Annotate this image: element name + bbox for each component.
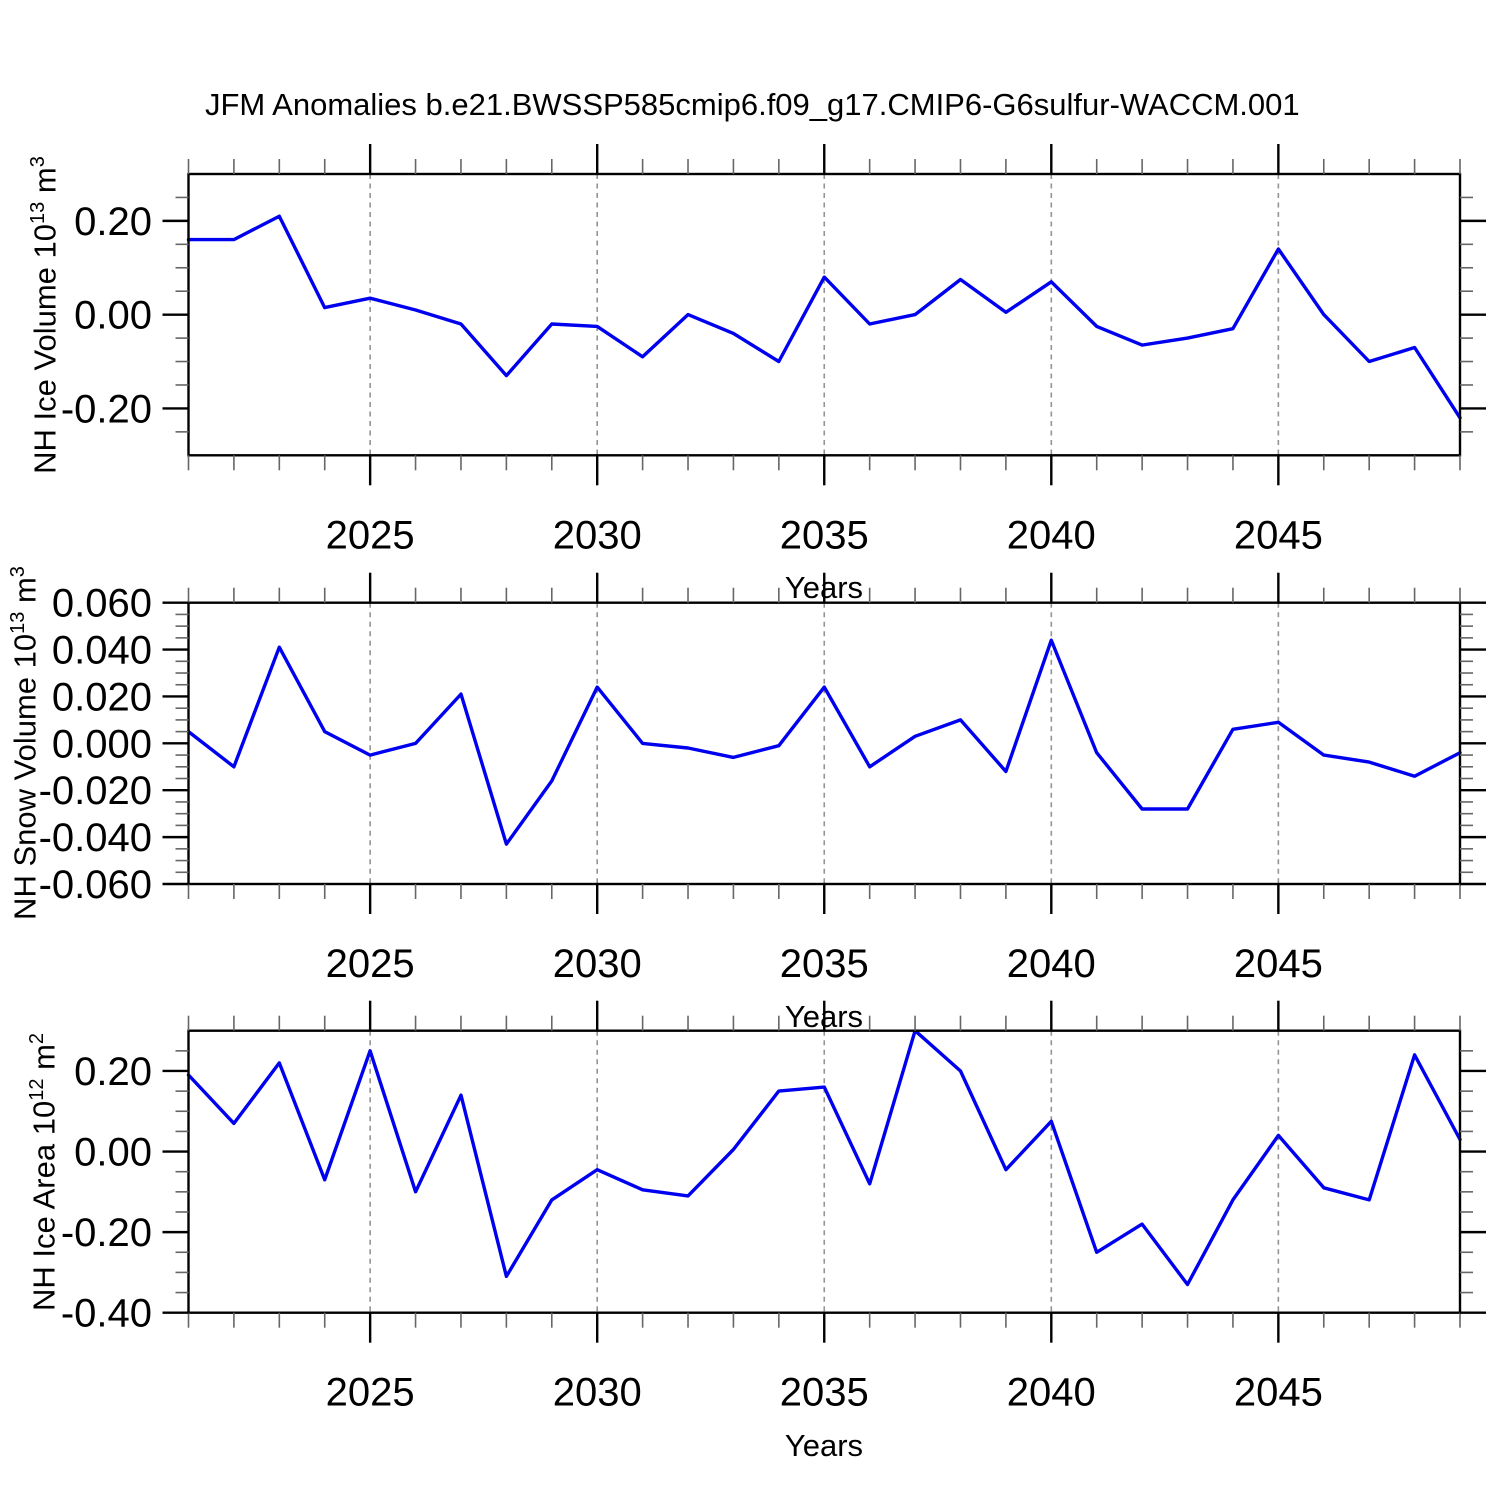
y-tick-label: 0.060 — [52, 582, 152, 626]
x-tick-label: 2045 — [1234, 513, 1323, 557]
y-axis-label-text: NH Snow Volume 10 — [7, 633, 43, 920]
y-axis-label-exponent: 13 — [27, 201, 49, 224]
y-axis-label-snow-volume: NH Snow Volume 1013 m3 — [0, 533, 42, 953]
y-tick-label: -0.20 — [61, 387, 152, 431]
y-axis-label-unit: m — [26, 1044, 62, 1079]
y-tick-label: 0.040 — [52, 629, 152, 673]
y-tick-label: 0.000 — [52, 722, 152, 766]
panel-2: 2025 2030 2035 2040 2045 0.0600.0400.0200.000… — [39, 572, 1486, 986]
x-tick-label: 2030 — [553, 513, 642, 557]
x-tick-label: 2035 — [780, 513, 869, 557]
x-tick-label: 2045 — [1234, 1371, 1323, 1415]
x-axis-label-years-panel-3: Years — [784, 1428, 864, 1463]
x-axis-label-years-panel-1: Years — [784, 570, 864, 605]
y-axis-label-unit-exponent: 3 — [7, 566, 29, 578]
x-tick-label: 2035 — [780, 942, 869, 986]
data-line — [186, 214, 1462, 420]
x-axis-label-years-panel-2: Years — [784, 999, 864, 1034]
chart-title: JFM Anomalies b.e21.BWSSP585cmip6.f09_g1… — [205, 87, 1300, 122]
y-tick-label: -0.20 — [61, 1211, 152, 1255]
y-axis-label-unit-exponent: 2 — [26, 1032, 48, 1045]
y-axis-label-unit: m — [7, 577, 43, 612]
y-axis-label-exponent: 12 — [26, 1078, 48, 1101]
y-axis-label-text: NH Ice Area 10 — [26, 1100, 62, 1312]
x-tick-label: 2030 — [553, 1371, 642, 1415]
y-tick-label: 0.00 — [74, 1131, 152, 1175]
x-tick-label: 2040 — [1007, 513, 1096, 557]
y-tick-label: 0.020 — [52, 675, 152, 719]
x-tick-label: 2035 — [780, 1371, 869, 1415]
y-tick-label: -0.020 — [39, 769, 152, 813]
x-tick-label: 2025 — [326, 513, 415, 557]
y-axis-label-ice-area: NH Ice Area 1012 m2 — [17, 962, 61, 1382]
x-tick-label: 2025 — [326, 1371, 415, 1415]
y-axis-label-exponent: 13 — [7, 611, 29, 634]
x-tick-label: 2040 — [1007, 1371, 1096, 1415]
y-tick-label: 0.00 — [74, 294, 152, 338]
y-tick-label: -0.060 — [39, 863, 152, 907]
y-tick-label: -0.040 — [39, 816, 152, 860]
panel-1: 2025 2030 2035 2040 2045 0.20 0.00 -0.20 — [61, 144, 1486, 557]
x-tick-label: 2040 — [1007, 942, 1096, 986]
x-tick-label: 2045 — [1234, 942, 1323, 986]
x-tick-label: 2030 — [553, 942, 642, 986]
y-axis-label-unit-exponent: 3 — [27, 156, 49, 168]
y-tick-label: 0.20 — [74, 200, 152, 244]
y-tick-label: 0.20 — [74, 1050, 152, 1094]
data-line — [186, 638, 1462, 846]
y-axis-label-unit: m — [27, 167, 63, 202]
y-axis-label-ice-volume: NH Ice Volume 1013 m3 — [18, 105, 62, 525]
y-tick-label: -0.40 — [61, 1292, 152, 1336]
x-tick-label: 2025 — [326, 942, 415, 986]
data-line — [186, 1028, 1462, 1287]
y-axis-label-text: NH Ice Volume 10 — [27, 223, 63, 474]
panel-3: 2025 2030 2035 2040 2045 0.20 0.00 -0.20 -0.40 — [61, 1000, 1486, 1415]
